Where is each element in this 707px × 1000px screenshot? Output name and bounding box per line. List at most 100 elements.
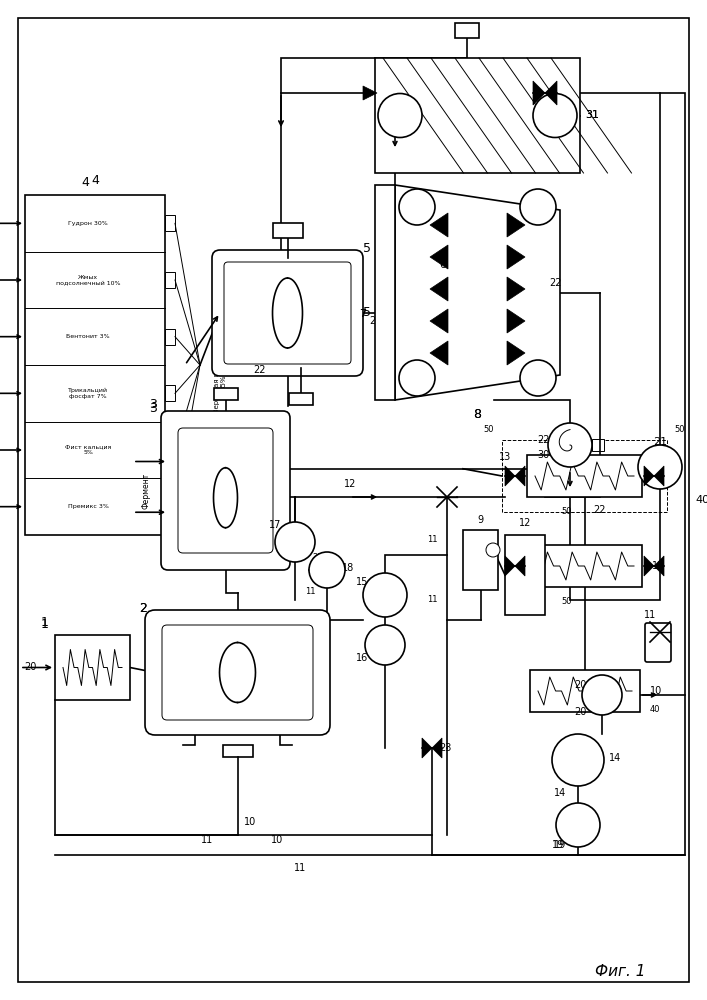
Text: 50: 50 bbox=[561, 597, 572, 606]
Text: 12: 12 bbox=[519, 518, 531, 528]
Text: 5: 5 bbox=[363, 241, 371, 254]
Bar bbox=[530, 670, 640, 712]
Text: 9: 9 bbox=[477, 515, 484, 525]
Text: 3: 3 bbox=[149, 401, 157, 414]
Text: 11: 11 bbox=[201, 835, 214, 845]
Bar bbox=[214, 388, 238, 400]
Circle shape bbox=[520, 189, 556, 225]
Bar bbox=[25, 195, 165, 535]
Circle shape bbox=[638, 445, 682, 489]
Text: 5: 5 bbox=[363, 306, 371, 320]
Text: 6: 6 bbox=[440, 260, 447, 270]
Text: 15: 15 bbox=[356, 577, 368, 587]
Text: 17: 17 bbox=[269, 520, 281, 530]
FancyBboxPatch shape bbox=[161, 411, 290, 570]
Text: 20: 20 bbox=[25, 662, 37, 672]
Polygon shape bbox=[515, 466, 525, 486]
Text: 2: 2 bbox=[139, 601, 147, 614]
Bar bbox=[55, 635, 130, 700]
Polygon shape bbox=[533, 81, 545, 105]
Text: 11: 11 bbox=[652, 561, 665, 571]
Bar bbox=[502, 440, 667, 512]
Text: 22: 22 bbox=[254, 365, 267, 375]
Polygon shape bbox=[430, 245, 448, 269]
Circle shape bbox=[582, 675, 622, 715]
Text: 22: 22 bbox=[549, 277, 561, 288]
Text: 18: 18 bbox=[342, 563, 354, 573]
Text: 22: 22 bbox=[594, 505, 606, 515]
Circle shape bbox=[363, 573, 407, 617]
Text: 31: 31 bbox=[585, 110, 599, 120]
Bar bbox=[223, 745, 252, 757]
Text: 11: 11 bbox=[428, 595, 438, 604]
Bar bbox=[165, 499, 175, 515]
Bar bbox=[165, 442, 175, 458]
Text: 11: 11 bbox=[428, 536, 438, 544]
Polygon shape bbox=[430, 309, 448, 333]
Text: 21: 21 bbox=[653, 437, 667, 447]
Text: Фермент: Фермент bbox=[141, 472, 151, 509]
Text: 10: 10 bbox=[650, 686, 662, 696]
Text: 2: 2 bbox=[139, 601, 147, 614]
Circle shape bbox=[533, 94, 577, 137]
Text: 4: 4 bbox=[81, 176, 89, 190]
Text: 22: 22 bbox=[537, 435, 549, 445]
Polygon shape bbox=[515, 556, 525, 576]
Bar bbox=[375, 58, 580, 173]
Circle shape bbox=[395, 242, 425, 272]
Bar bbox=[385, 275, 435, 340]
Polygon shape bbox=[505, 556, 515, 576]
Text: 4: 4 bbox=[91, 174, 99, 188]
Text: 12: 12 bbox=[344, 479, 356, 489]
Polygon shape bbox=[507, 245, 525, 269]
Circle shape bbox=[399, 360, 435, 396]
Bar bbox=[165, 215, 175, 231]
Polygon shape bbox=[644, 466, 654, 486]
Text: Премикс 3%: Премикс 3% bbox=[68, 504, 108, 509]
Circle shape bbox=[556, 803, 600, 847]
Polygon shape bbox=[395, 185, 560, 400]
Bar bbox=[165, 385, 175, 401]
FancyBboxPatch shape bbox=[645, 623, 671, 662]
Polygon shape bbox=[654, 466, 664, 486]
Polygon shape bbox=[507, 277, 525, 301]
Polygon shape bbox=[654, 556, 664, 576]
Text: 19: 19 bbox=[554, 840, 566, 850]
Text: 50: 50 bbox=[674, 426, 685, 434]
Text: Фиг. 1: Фиг. 1 bbox=[595, 964, 645, 980]
Circle shape bbox=[486, 543, 500, 557]
Text: 14: 14 bbox=[554, 788, 566, 798]
Polygon shape bbox=[545, 81, 557, 105]
Bar bbox=[463, 530, 498, 590]
Bar bbox=[165, 329, 175, 345]
Text: 23: 23 bbox=[369, 316, 381, 326]
Circle shape bbox=[552, 734, 604, 786]
FancyBboxPatch shape bbox=[212, 250, 363, 376]
Text: 50: 50 bbox=[561, 508, 572, 516]
Bar bbox=[375, 185, 395, 400]
Text: 40: 40 bbox=[695, 495, 707, 505]
Polygon shape bbox=[432, 738, 442, 758]
Bar bbox=[272, 223, 303, 238]
Text: Бентонит 3%: Бентонит 3% bbox=[66, 334, 110, 339]
Text: Фист кальция
5%: Фист кальция 5% bbox=[65, 445, 111, 455]
Polygon shape bbox=[422, 738, 432, 758]
Text: 11: 11 bbox=[305, 587, 315, 596]
Text: 6: 6 bbox=[440, 290, 447, 300]
Bar bbox=[527, 455, 642, 497]
Bar bbox=[165, 272, 175, 288]
Text: 20: 20 bbox=[574, 707, 586, 717]
Text: 14: 14 bbox=[609, 753, 621, 763]
Polygon shape bbox=[430, 213, 448, 237]
Polygon shape bbox=[505, 466, 515, 486]
Text: 30: 30 bbox=[537, 450, 549, 460]
Text: 13: 13 bbox=[499, 452, 511, 462]
Bar bbox=[505, 535, 545, 615]
Text: 10: 10 bbox=[271, 835, 284, 845]
Text: 31: 31 bbox=[585, 110, 599, 120]
Text: 40: 40 bbox=[650, 704, 660, 714]
Bar bbox=[289, 393, 313, 405]
Polygon shape bbox=[430, 341, 448, 365]
Text: 19: 19 bbox=[552, 840, 564, 850]
Polygon shape bbox=[644, 556, 654, 576]
